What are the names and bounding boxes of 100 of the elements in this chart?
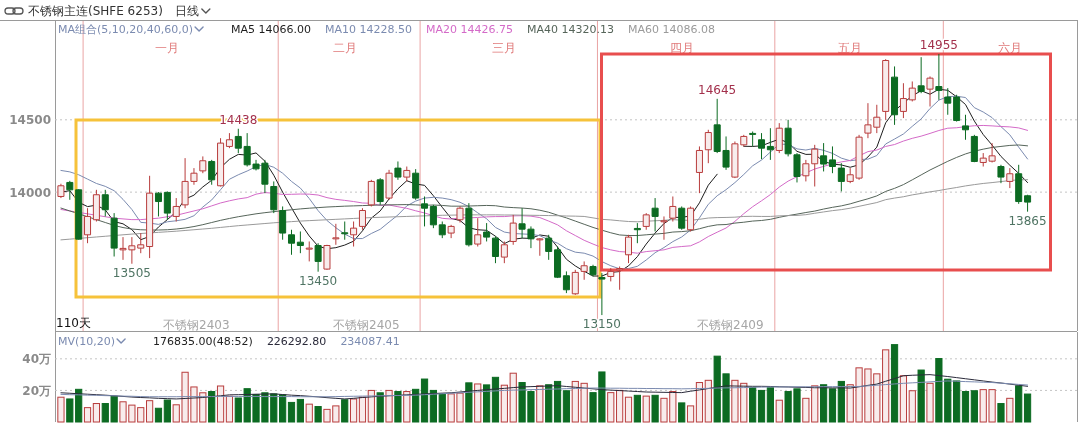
candlestick: [234, 128, 242, 154]
bar: [837, 380, 845, 423]
candlestick: [899, 82, 907, 119]
bar: [766, 387, 774, 423]
candlestick: [500, 240, 508, 264]
candlestick: [562, 270, 570, 294]
candlestick: [314, 242, 322, 273]
candlestick: [385, 169, 393, 201]
candlestick: [1015, 164, 1023, 205]
candlestick: [367, 179, 375, 207]
candlestick: [225, 132, 233, 149]
bar: [358, 396, 367, 423]
legend-title: MV(10,20): [58, 335, 116, 348]
bar: [536, 385, 544, 423]
candlestick: [341, 221, 349, 241]
bar: [819, 384, 828, 423]
candlestick: [633, 222, 641, 244]
y-tick-label: 40万: [22, 352, 51, 367]
bar: [749, 387, 757, 423]
y-tick-label: 14500: [9, 113, 51, 128]
annotation: 不锈钢2405: [333, 318, 400, 332]
bar: [624, 396, 633, 423]
chart-subtitle: 日线: [174, 4, 199, 18]
bar: [899, 375, 908, 423]
annotation: 不锈钢2403: [163, 318, 230, 332]
bar: [349, 398, 358, 423]
bar: [376, 392, 384, 423]
bar: [429, 389, 437, 423]
bar: [997, 403, 1005, 423]
y-tick-label: 20万: [22, 383, 51, 398]
candlestick: [775, 122, 783, 154]
candlestick: [296, 230, 304, 254]
bar: [961, 391, 970, 423]
candlestick: [571, 269, 579, 296]
candlestick: [163, 190, 171, 221]
bar: [412, 388, 420, 423]
bar: [908, 390, 916, 423]
candlestick: [616, 265, 624, 291]
candlestick: [917, 56, 925, 94]
annotation: 110天: [56, 316, 91, 330]
chart-title: 不锈钢主连(SHFE 6253): [28, 4, 163, 18]
candlestick: [607, 267, 615, 282]
bar: [474, 383, 482, 423]
bar: [491, 376, 500, 423]
bar: [394, 391, 402, 423]
candlestick: [669, 195, 677, 222]
bar: [775, 399, 783, 423]
x-tick-label: 六月: [997, 41, 1022, 55]
candlestick: [154, 191, 162, 217]
text: 13450: [299, 273, 338, 288]
candlestick: [57, 183, 65, 199]
text: MA20 14426.75: [426, 23, 514, 36]
candlestick: [961, 114, 969, 141]
text: 13150: [582, 317, 621, 332]
text: 14645: [698, 82, 737, 97]
candlestick: [509, 214, 517, 246]
candlestick: [749, 131, 757, 147]
bar: [287, 401, 296, 423]
candlestick: [483, 222, 491, 242]
bar: [642, 395, 650, 423]
bar: [890, 344, 899, 423]
bar: [225, 395, 234, 423]
candlestick: [447, 224, 455, 239]
bar: [828, 388, 837, 423]
candlestick: [944, 87, 952, 116]
candlestick: [687, 205, 695, 232]
candlestick: [997, 164, 1005, 184]
candlestick: [758, 132, 766, 160]
bar: [562, 390, 571, 423]
candlestick: [217, 137, 225, 187]
line-series: [60, 380, 1029, 398]
candlestick: [784, 119, 792, 157]
candlestick: [92, 189, 100, 222]
candlestick: [465, 202, 473, 248]
candlestick: [704, 129, 712, 164]
x-tick-label: 四月: [669, 41, 694, 55]
candlestick: [935, 53, 943, 101]
bar: [296, 398, 304, 423]
x-tick-label: 一月: [155, 41, 180, 55]
candlestick: [908, 80, 916, 102]
bar: [92, 403, 101, 423]
bar: [553, 380, 562, 423]
bar: [757, 389, 766, 423]
candlestick: [75, 188, 83, 241]
candlestick: [376, 177, 384, 206]
candlestick: [394, 160, 402, 181]
text: 13865: [1008, 213, 1047, 228]
bar: [1015, 385, 1023, 423]
candlestick: [438, 221, 446, 239]
candlestick: [651, 197, 659, 232]
annotation: 176835.00(48:52): [153, 335, 253, 348]
candlestick: [172, 197, 180, 222]
candlestick: [545, 234, 553, 261]
candlestick: [820, 142, 828, 172]
bar: [341, 399, 349, 423]
candlestick: [279, 205, 287, 241]
text: MA40 14320.13: [527, 23, 615, 36]
candlestick: [970, 134, 978, 163]
line-series: [60, 374, 1029, 400]
candlestick: [208, 159, 216, 186]
